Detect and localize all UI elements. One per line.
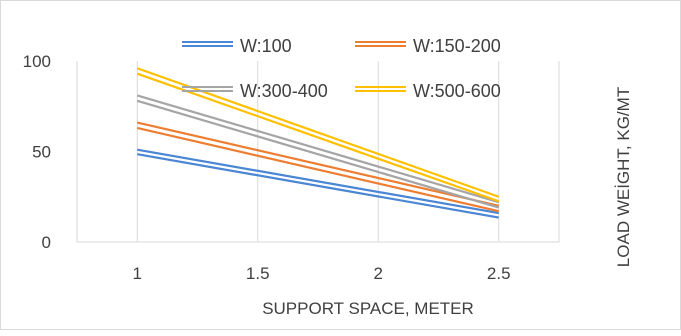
axes: 1 1.5 2 2.5 0 50 100 SUPPORT SPACE, METE…: [23, 52, 633, 318]
legend: W:100 W:150-200 W:300-400 W:500-600: [182, 36, 501, 101]
series-line-w-300-400: [136, 94, 500, 204]
y-tick-label: 0: [42, 233, 51, 252]
series-line-w-500-600: [136, 72, 500, 203]
y-tick-label: 50: [32, 143, 51, 162]
legend-label: W:100: [240, 36, 292, 56]
series-line-w-100: [137, 153, 499, 219]
x-tick-label: 1: [133, 264, 142, 283]
series-line-w-100: [137, 148, 499, 215]
y-tick-label: 100: [23, 52, 51, 71]
series-line-w-300-400: [136, 99, 500, 209]
legend-item-w100: W:100: [182, 36, 292, 56]
x-tick-label: 2.5: [487, 264, 511, 283]
series-line-w-150-200: [137, 121, 499, 207]
legend-label: W:500-600: [413, 81, 501, 101]
legend-label: W:300-400: [240, 81, 328, 101]
x-tick-label: 1.5: [246, 264, 270, 283]
legend-item-w300-400: W:300-400: [182, 81, 328, 101]
series-line-w-150-200: [137, 126, 499, 213]
series-lines: [136, 67, 500, 219]
legend-item-w150-200: W:150-200: [355, 36, 501, 56]
series-line-w-500-600: [136, 67, 500, 198]
legend-item-w500-600: W:500-600: [355, 81, 501, 101]
x-tick-label: 2: [374, 264, 383, 283]
legend-label: W:150-200: [413, 36, 501, 56]
y-axis-title: LOAD WEİGHT, KG/MT: [614, 87, 633, 267]
x-axis-title: SUPPORT SPACE, METER: [262, 299, 474, 318]
